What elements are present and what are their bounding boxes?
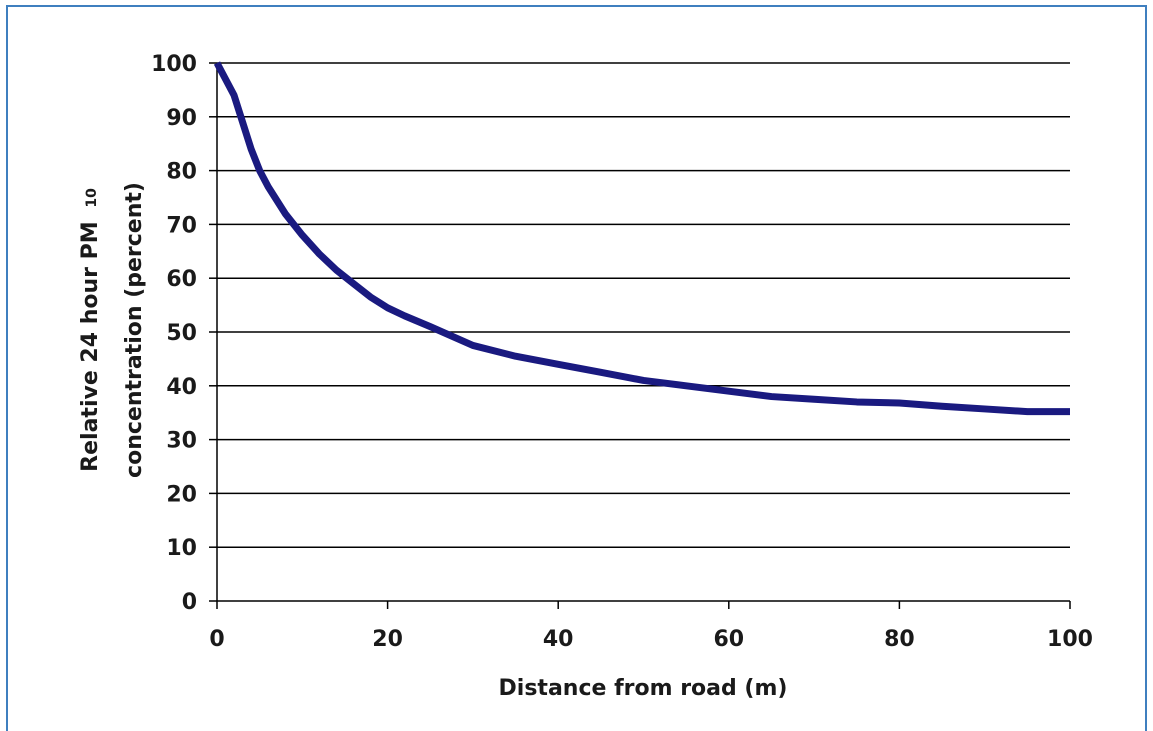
x-tick-label: 80 (884, 627, 915, 652)
y-tick-label: 40 (166, 375, 197, 400)
axes (216, 63, 1071, 609)
y-tick-label: 20 (166, 482, 197, 507)
x-tick-label: 60 (713, 627, 744, 652)
x-tick-label: 20 (372, 627, 403, 652)
y-tick-label: 80 (166, 160, 197, 185)
y-tick-label: 70 (166, 213, 197, 238)
y-axis-label-line2: concentration (percent) (122, 182, 147, 478)
svg-text:Relative 24 hour PM 10: Relative 24 hour PM 10 (78, 188, 103, 472)
x-tick-label: 40 (543, 627, 574, 652)
y-tick-label: 60 (166, 267, 197, 292)
x-tick-label: 100 (1047, 627, 1093, 652)
y-tick-label: 0 (182, 590, 197, 615)
y-tick-label: 30 (166, 429, 197, 454)
y-tick-labels: 0 10 20 30 40 50 60 70 80 90 100 (151, 52, 197, 615)
y-tick-label: 100 (151, 52, 197, 77)
y-tick-label: 10 (166, 536, 197, 561)
y-tick-label: 50 (166, 321, 197, 346)
y-axis-label-subscript: 10 (84, 188, 100, 208)
y-axis-label: Relative 24 hour PM 10 concentration (pe… (78, 182, 147, 478)
y-tick-label: 90 (166, 106, 197, 131)
series-group (213, 61, 1070, 416)
x-tick-labels: 0 20 40 60 80 100 (209, 627, 1093, 652)
gridlines (209, 62, 1070, 602)
x-axis-label: Distance from road (m) (499, 676, 788, 701)
y-axis-label-line1: Relative 24 hour PM (78, 221, 103, 471)
series-line-0 (213, 61, 1070, 416)
x-tick-label: 0 (209, 627, 224, 652)
